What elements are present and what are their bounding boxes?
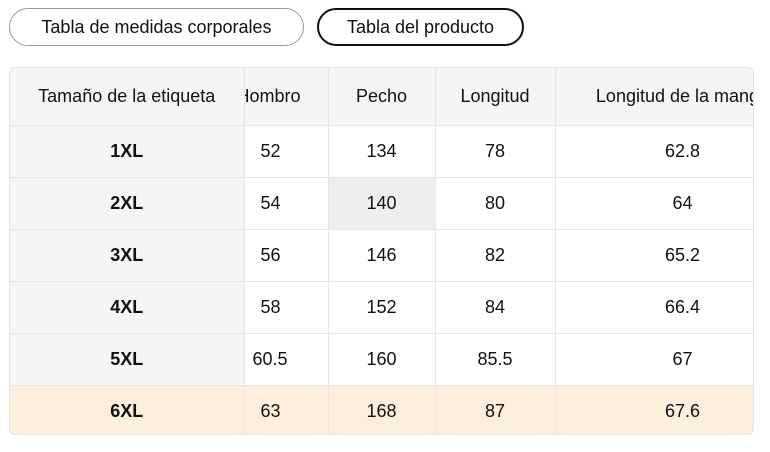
chest-cell: 168: [328, 385, 436, 434]
sleeve-cell: 65.2: [555, 229, 753, 282]
shoulder-cell: 52: [244, 125, 329, 178]
length-cell: 82: [435, 229, 556, 282]
chest-cell: 134: [328, 125, 436, 178]
tab-body-measurements[interactable]: Tabla de medidas corporales: [9, 8, 304, 46]
chest-cell: 152: [328, 281, 436, 334]
header-chest: Pecho: [328, 68, 436, 126]
sleeve-cell: 67: [555, 333, 753, 386]
length-cell: 84: [435, 281, 556, 334]
shoulder-cell: 58: [244, 281, 329, 334]
chest-cell: 140: [328, 177, 436, 230]
length-cell: 87: [435, 385, 556, 434]
shoulder-cell: 60.5: [244, 333, 329, 386]
header-sleeve-length: Longitud de la manga: [555, 68, 753, 126]
size-table-container[interactable]: Tamaño de la etiqueta Hombro Pecho Longi…: [9, 67, 754, 435]
length-cell: 80: [435, 177, 556, 230]
header-label-size: Tamaño de la etiqueta: [10, 68, 245, 126]
chest-cell: 160: [328, 333, 436, 386]
table-row: 5XL 60.5 160 85.5 67: [10, 333, 753, 386]
table-row: 2XL 54 140 80 64: [10, 177, 753, 230]
size-table: Tamaño de la etiqueta Hombro Pecho Longi…: [10, 68, 753, 434]
header-length: Longitud: [435, 68, 556, 126]
size-cell: 3XL: [10, 229, 245, 282]
sleeve-cell: 67.6: [555, 385, 753, 434]
shoulder-cell: 54: [244, 177, 329, 230]
table-row: 4XL 58 152 84 66.4: [10, 281, 753, 334]
length-cell: 78: [435, 125, 556, 178]
shoulder-cell: 56: [244, 229, 329, 282]
header-shoulder: Hombro: [244, 68, 329, 126]
table-row: 3XL 56 146 82 65.2: [10, 229, 753, 282]
table-row: 1XL 52 134 78 62.8: [10, 125, 753, 178]
size-cell: 6XL: [10, 385, 245, 434]
size-cell: 5XL: [10, 333, 245, 386]
chest-cell: 146: [328, 229, 436, 282]
tab-product-chart[interactable]: Tabla del producto: [317, 8, 524, 46]
table-row-highlighted: 6XL 63 168 87 67.6: [10, 385, 753, 434]
table-header-row: Tamaño de la etiqueta Hombro Pecho Longi…: [10, 68, 753, 126]
size-cell: 4XL: [10, 281, 245, 334]
size-cell: 1XL: [10, 125, 245, 178]
sleeve-cell: 66.4: [555, 281, 753, 334]
sleeve-cell: 62.8: [555, 125, 753, 178]
length-cell: 85.5: [435, 333, 556, 386]
size-cell: 2XL: [10, 177, 245, 230]
sleeve-cell: 64: [555, 177, 753, 230]
shoulder-cell: 63: [244, 385, 329, 434]
